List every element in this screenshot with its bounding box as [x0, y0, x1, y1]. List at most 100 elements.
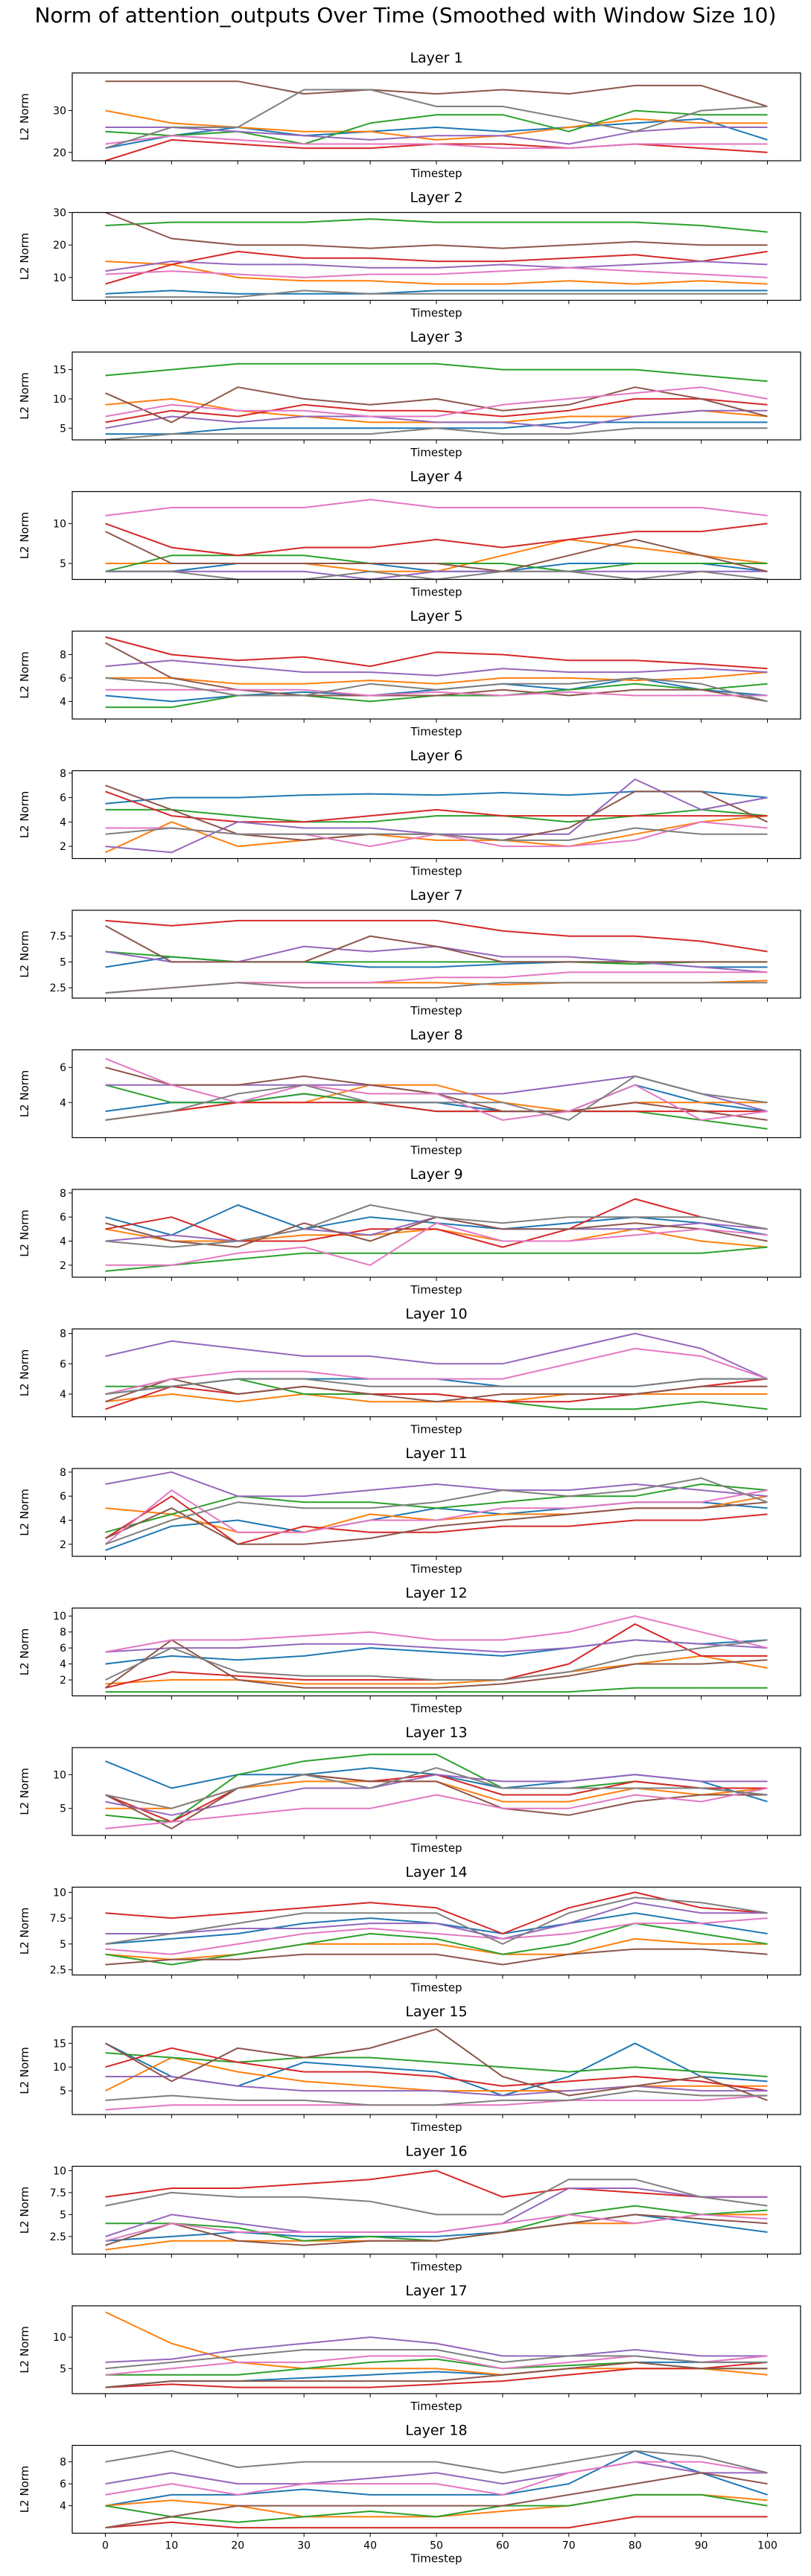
series-line [105, 127, 768, 145]
y-tick-label: 6 [60, 1358, 66, 1370]
axes-frame [71, 770, 801, 860]
series-line [105, 2179, 768, 2216]
y-axis-label: L2 Norm [18, 372, 31, 420]
subplot-layer-14: Layer 14 2.5 5 7.5 10 Timestep L2 Norm [18, 1864, 801, 1995]
x-axis-label: Timestep [410, 725, 462, 738]
series-line [105, 2052, 768, 2077]
y-tick-label: 8 [60, 649, 66, 661]
y-tick-label: 2 [60, 1675, 66, 1687]
series-line [105, 290, 768, 298]
series-line [105, 808, 768, 823]
y-tick-label: 7.5 [50, 2187, 66, 2199]
series-group [105, 80, 768, 161]
y-axis-label: L2 Norm [18, 1349, 31, 1397]
series-line [105, 982, 768, 994]
series-line [105, 2493, 768, 2523]
series-line [105, 1774, 768, 1816]
y-tick-label: 2 [60, 1260, 66, 1272]
series-line [105, 1687, 768, 1693]
series-line [105, 1923, 768, 1966]
series-group [105, 2311, 768, 2388]
series-line [105, 2349, 768, 2370]
subplot-title: Layer 2 [410, 190, 462, 206]
y-tick-label: 8 [60, 1188, 66, 1200]
y-tick-label: 5 [60, 2363, 66, 2375]
series-group [105, 1891, 768, 1966]
series-line [105, 427, 768, 440]
subplot-layer-11: Layer 11 2 4 6 8 Timestep L2 Norm [18, 1445, 801, 1576]
x-axis-label: Timestep [410, 446, 462, 459]
series-line [105, 688, 768, 697]
series-line [105, 2047, 768, 2092]
series-line [105, 636, 768, 670]
x-tick-label: 30 [297, 2540, 311, 2552]
subplot-title: Layer 18 [405, 2423, 467, 2439]
y-tick-label: 4 [60, 2501, 66, 2513]
y-axis-label: L2 Norm [18, 791, 31, 839]
y-tick-label: 4 [60, 696, 66, 708]
x-axis-label: Timestep [410, 1004, 462, 1017]
series-line [105, 677, 768, 703]
series-line [105, 790, 768, 823]
x-tick-label: 40 [363, 2540, 377, 2552]
series-line [104, 1639, 768, 1689]
x-axis-label: Timestep [410, 865, 462, 878]
y-tick-label: 8 [60, 768, 66, 780]
series-group [105, 1058, 768, 1130]
series-line [105, 362, 768, 383]
series-line [105, 1204, 768, 1236]
y-tick-label: 5 [60, 558, 66, 570]
y-tick-label: 6 [60, 2478, 66, 2490]
series-line [105, 1058, 768, 1121]
series-line [105, 642, 768, 703]
y-axis-label: L2 Norm [18, 1489, 31, 1536]
y-tick-label: 4 [60, 1515, 66, 1527]
series-line [105, 671, 768, 685]
subplot-title: Layer 16 [405, 2144, 467, 2160]
x-tick-label: 100 [757, 2540, 777, 2552]
series-line [105, 2358, 768, 2376]
series-line [105, 109, 768, 141]
series-line [105, 109, 768, 145]
x-axis-label: Timestep [410, 1144, 462, 1157]
subplot-layer-6: Layer 6 2 4 6 8 Timestep L2 Norm [18, 748, 801, 878]
series-group [105, 2028, 768, 2111]
subplot-title: Layer 11 [405, 1445, 467, 1462]
axes-frame [71, 351, 801, 441]
series-line [105, 1896, 768, 1945]
x-axis-label: Timestep [410, 2400, 462, 2413]
subplot-layer-2: Layer 2 10 20 30 Timestep L2 Norm [18, 190, 801, 320]
series-line [105, 1501, 768, 1545]
y-tick-label: 5 [60, 2209, 66, 2221]
x-tick-label: 70 [562, 2540, 576, 2552]
y-tick-label: 5 [60, 1803, 66, 1815]
series-line [105, 135, 768, 150]
y-tick-label: 2.5 [50, 1965, 66, 1977]
y-tick-label: 4 [60, 1097, 66, 1109]
y-tick-label: 6 [60, 1062, 66, 1074]
x-tick-label: 60 [496, 2540, 509, 2552]
subplot-title: Layer 10 [405, 1306, 467, 1323]
subplot-title: Layer 17 [405, 2283, 467, 2299]
subplot-title: Layer 14 [405, 1864, 467, 1881]
subplot-layer-12: Layer 12 2 4 6 8 10 Timestep L2 Norm [18, 1585, 801, 1716]
y-axis-label: L2 Norm [18, 1768, 31, 1815]
x-tick-label: 10 [165, 2540, 178, 2552]
y-tick-label: 5 [60, 423, 66, 435]
y-tick-label: 20 [53, 147, 66, 159]
subplot-layer-15: Layer 15 5 10 15 Timestep L2 Norm [18, 2004, 801, 2134]
subplot-title: Layer 4 [410, 469, 462, 485]
series-line [105, 924, 768, 963]
axes-frame [71, 910, 801, 999]
x-axis-label: Timestep [410, 307, 462, 320]
series-group [105, 779, 768, 854]
y-axis-label: L2 Norm [18, 2466, 31, 2513]
y-tick-label: 8 [60, 1467, 66, 1479]
axes-frame [71, 1886, 801, 1976]
y-tick-label: 8 [60, 1329, 66, 1340]
y-tick-label: 2 [60, 1539, 66, 1551]
y-tick-label: 10 [53, 1887, 66, 1899]
series-line [105, 2461, 768, 2485]
y-tick-label: 7.5 [50, 1913, 66, 1925]
